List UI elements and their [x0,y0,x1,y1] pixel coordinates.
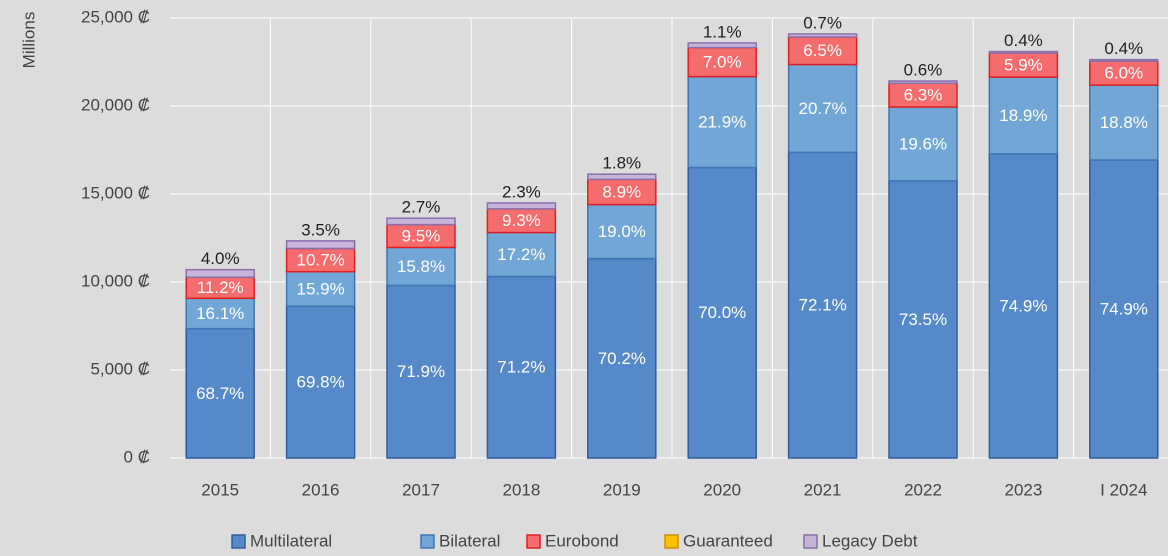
x-tick-label: 2023 [1004,480,1042,499]
data-label: 18.9% [999,106,1047,125]
x-tick-label: 2021 [804,480,842,499]
bar-segment [687,42,757,49]
data-label: 19.6% [899,134,947,153]
data-label: 2.7% [402,198,441,217]
bar-segment [888,106,958,182]
data-label: 70.2% [598,349,646,368]
x-tick-label: 2018 [502,480,540,499]
bar-segment [1089,159,1159,459]
x-tick-label: 2017 [402,480,440,499]
y-tick-label: 20,000 ₡ [81,95,150,114]
bar-segment [386,284,456,459]
legend-swatch [420,534,435,549]
data-label: 6.3% [904,86,943,105]
data-label: 74.9% [1100,299,1148,318]
data-label: 1.8% [602,154,641,173]
bar-segment [185,268,255,278]
data-label: 6.5% [803,41,842,60]
data-label: 72.1% [798,296,846,315]
data-label: 5.9% [1004,56,1043,75]
y-tick-label: 5,000 ₡ [90,359,150,378]
bar-segment [486,202,557,210]
data-label: 17.2% [497,245,545,264]
data-label: 21.9% [698,113,746,132]
data-label: 1.1% [703,22,742,41]
data-label: 6.0% [1104,64,1143,83]
legend-label: Eurobond [545,531,619,550]
legend-swatch [231,534,246,549]
legend-label: Legacy Debt [822,531,918,550]
data-label: 4.0% [201,249,240,268]
bar-segment [386,217,456,226]
data-label: 20.7% [798,99,846,118]
y-tick-label: 15,000 ₡ [81,183,150,202]
legend-label: Multilateral [250,531,332,550]
bar-segment [687,46,757,78]
bar-segment [687,166,757,459]
data-label: 15.8% [397,257,445,276]
data-label: 68.7% [196,384,244,403]
data-label: 10.7% [296,251,344,270]
legend-swatch [664,534,679,549]
data-label: 18.8% [1100,113,1148,132]
data-label: 70.0% [698,303,746,322]
bar-segment [787,33,858,38]
data-label: 0.4% [1004,31,1043,50]
bar-segment [888,180,958,459]
x-tick-label: 2015 [201,480,239,499]
data-label: 0.4% [1104,39,1143,58]
legend-label: Bilateral [439,531,500,550]
bar-segment [486,275,557,459]
data-label: 2.3% [502,182,541,201]
bar-segment [1089,58,1159,62]
bar-segment [988,50,1059,54]
data-label: 9.5% [402,227,441,246]
data-label: 0.6% [904,60,943,79]
data-label: 73.5% [899,310,947,329]
data-label: 11.2% [197,278,244,297]
data-label: 8.9% [602,182,641,201]
data-label: 7.0% [703,53,742,72]
bar-segment [787,151,858,459]
bar-segment [687,75,757,169]
x-tick-label: 2022 [904,480,942,499]
bar-segment [285,240,356,250]
bar-segment [1089,84,1159,161]
data-label: 0.7% [803,13,842,32]
y-tick-label: 0 ₡ [124,447,150,466]
data-label: 71.2% [497,358,545,377]
bar-segment [587,173,657,181]
data-label: 74.9% [999,296,1047,315]
data-label: 15.9% [296,279,344,298]
x-tick-label: 2016 [302,480,340,499]
bar-segment [587,257,657,459]
data-label: 16.1% [196,304,244,323]
data-label: 9.3% [502,211,541,230]
x-tick-label: 2020 [703,480,741,499]
data-label: 71.9% [397,362,445,381]
data-label: 3.5% [301,220,340,239]
legend-label: Guaranteed [683,531,773,550]
y-tick-label: 25,000 ₡ [81,7,150,26]
legend-swatch [803,534,818,549]
y-axis-title: Millions [19,12,38,69]
legend-swatch [526,534,541,549]
data-label: 19.0% [598,222,646,241]
y-tick-label: 10,000 ₡ [81,271,150,290]
bar-segment [787,63,858,154]
x-tick-label: I 2024 [1100,480,1147,499]
bar-segment [587,203,657,260]
x-tick-label: 2019 [603,480,641,499]
bar-segment [888,80,958,85]
data-label: 69.8% [296,373,344,392]
